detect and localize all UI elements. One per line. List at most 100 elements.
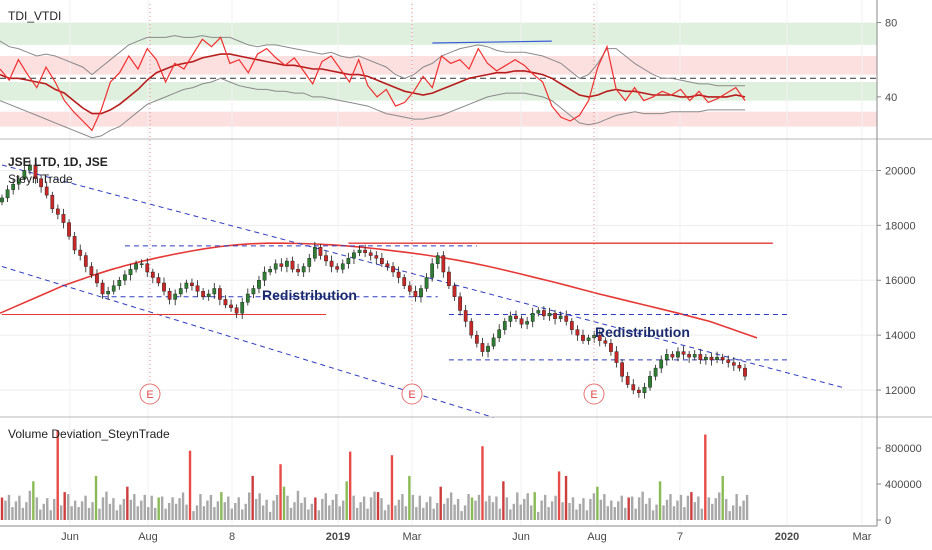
volume-bar [603, 494, 606, 520]
candle-body [676, 351, 680, 358]
volume-bar [77, 507, 80, 520]
candle-body [413, 291, 418, 297]
candle-body [681, 351, 686, 355]
tdi-zone-lower-red [0, 111, 877, 127]
volume-bar [143, 494, 146, 520]
volume-bar [87, 507, 91, 520]
candle-body [525, 321, 529, 325]
volume-bar [317, 510, 321, 520]
candle-body [229, 304, 233, 308]
candle-body [424, 277, 429, 289]
volume-bar [46, 498, 49, 520]
volume-bar [251, 475, 254, 520]
volume-bar [536, 511, 540, 520]
candle-body [581, 334, 585, 341]
volume-bar [35, 497, 39, 520]
volume-bar [387, 504, 390, 520]
candle-body [285, 260, 289, 267]
candle-body [22, 170, 27, 179]
svg-text:E: E [146, 389, 153, 401]
event-marker-2[interactable]: E [401, 383, 423, 405]
volume-bar [738, 506, 742, 520]
volume-bar [693, 502, 697, 520]
volume-bar [7, 494, 11, 520]
price-y-tick: 18000 [885, 220, 916, 232]
candle-body [145, 263, 150, 273]
volume-bar [669, 494, 672, 520]
candle-body [111, 285, 116, 292]
volume-bar [711, 503, 714, 520]
volume-bar [627, 497, 630, 520]
volume-bar [488, 495, 491, 520]
candle-body [542, 310, 546, 317]
candle-body [201, 291, 205, 297]
volume-bar [637, 497, 641, 520]
candle-body [61, 214, 66, 223]
volume-bar [442, 503, 446, 520]
event-marker-1[interactable]: E [139, 383, 161, 405]
volume-bar [185, 504, 188, 520]
candle-body [720, 356, 725, 361]
volume-bar [223, 502, 227, 520]
annotation-redistribution-1: Redistribution [262, 287, 357, 303]
svg-text:E: E [590, 389, 597, 401]
price-subtitle: Steyn Trade [8, 172, 73, 186]
volume-bar [345, 481, 348, 520]
volume-bar [25, 502, 28, 520]
volume-bar [401, 494, 404, 520]
volume-bar [338, 506, 341, 520]
volume-bar [14, 501, 18, 520]
volume-bar [592, 493, 596, 520]
event-marker-3[interactable]: E [583, 383, 605, 405]
volume-bar [697, 496, 700, 520]
tdi-panel [0, 35, 877, 139]
candle-body [620, 362, 624, 377]
volume-bar [129, 499, 133, 520]
volume-bar [63, 492, 66, 520]
volume-bar [202, 506, 206, 520]
candle-body [469, 321, 474, 336]
volume-bar [213, 507, 216, 520]
volume-bar [11, 507, 14, 520]
candle-body [614, 351, 619, 363]
volume-bar [571, 497, 575, 520]
candle-body [234, 307, 239, 314]
volume-bar [418, 495, 422, 520]
candle-body [447, 271, 451, 286]
volume-bar [665, 499, 669, 520]
candle-body [195, 285, 200, 292]
price-panel [0, 4, 843, 418]
volume-bar [237, 497, 240, 520]
candle-body [357, 249, 362, 253]
volume-bar [502, 481, 505, 520]
candle-body [452, 285, 457, 297]
candle-body [737, 365, 742, 369]
volume-bar [383, 510, 387, 520]
candle-body [312, 247, 317, 259]
candle-body [156, 277, 161, 284]
volume-panel [0, 430, 749, 520]
price-y-tick: 20000 [885, 165, 916, 177]
volume-bar [596, 486, 599, 520]
candle-body [150, 271, 155, 278]
volume-bar [178, 498, 181, 520]
volume-bar [133, 494, 136, 520]
volume-bar [275, 494, 279, 520]
price-y-tick: 14000 [885, 330, 916, 342]
x-tick-label: Aug [587, 531, 607, 543]
candle-body [273, 263, 278, 270]
candle-body [419, 288, 423, 297]
candle-body [435, 255, 440, 264]
candle-body [39, 178, 43, 188]
volume-bar [547, 507, 550, 520]
volume-bar [359, 502, 362, 520]
volume-bar [453, 504, 456, 520]
candle-body [335, 266, 340, 270]
volume-bar [498, 508, 502, 520]
candle-body [0, 197, 4, 203]
volume-bar [429, 496, 432, 520]
volume-bar [704, 434, 707, 520]
candle-body [664, 354, 669, 361]
volume-bar [80, 501, 84, 520]
candle-body [603, 340, 608, 344]
